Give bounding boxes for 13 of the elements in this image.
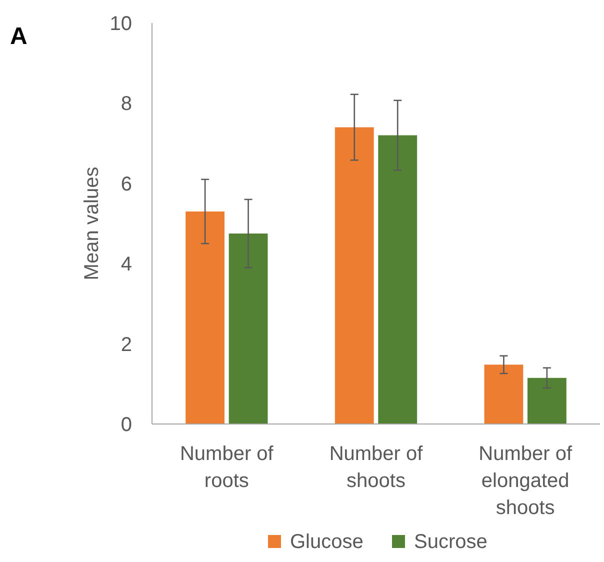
y-tick-label: 8: [120, 93, 132, 116]
x-tick-label: Number of roots: [180, 443, 274, 492]
chart-title: A: [10, 23, 28, 50]
y-axis-title: Mean values: [81, 166, 103, 280]
y-tick-label: 6: [120, 173, 132, 196]
y-tick-label: 0: [120, 414, 132, 436]
x-tick-label: Number of elongated shoots: [478, 443, 572, 519]
legend-label: Glucose: [290, 531, 364, 553]
y-tick-label: 10: [110, 13, 132, 35]
y-tick-label: 4: [120, 254, 132, 276]
x-tick-label: Number of shoots: [329, 443, 424, 492]
y-tick-label: 2: [120, 334, 132, 356]
legend-label: Sucrose: [414, 531, 488, 553]
